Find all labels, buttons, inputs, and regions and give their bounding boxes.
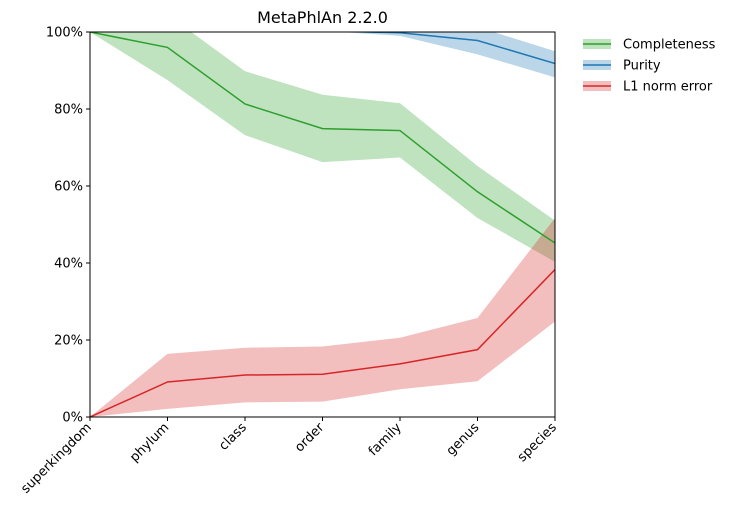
y-tick-label: 60% [54, 180, 83, 195]
line-completeness [90, 32, 555, 244]
x-tick-label: phylum [127, 420, 172, 465]
chart-title: MetaPhlAn 2.2.0 [257, 8, 388, 27]
legend-label: L1 norm error [623, 80, 713, 95]
x-axis: superkingdom phylum class order family genus s… [18, 417, 560, 497]
legend-label: Purity [623, 59, 661, 74]
line-purity [338, 32, 555, 65]
y-tick-label: 0% [62, 411, 83, 426]
x-tick-label: genus [444, 420, 483, 459]
x-tick-label: superkingdom [18, 420, 94, 496]
y-tick-label: 100% [46, 26, 83, 41]
line-l1-norm-error [90, 269, 555, 417]
band-purity [340, 32, 555, 78]
band-l1-norm-error [90, 217, 555, 417]
band-layer [90, 32, 555, 417]
x-tick-label: class [216, 420, 250, 454]
y-tick-label: 20% [54, 334, 83, 349]
legend-label: Completeness [623, 38, 716, 53]
y-tick-label: 80% [54, 103, 83, 118]
line-layer [90, 32, 555, 417]
legend-item-l1-norm-error: L1 norm error [583, 80, 713, 95]
legend-item-completeness: Completeness [583, 38, 716, 53]
y-tick-label: 40% [54, 257, 83, 272]
y-axis: 0% 20% 40% 60% 80% 100% [46, 26, 90, 426]
legend: Completeness Purity L1 norm error [583, 38, 716, 95]
x-tick-label: order [292, 420, 328, 456]
x-tick-label: family [366, 420, 405, 459]
legend-item-purity: Purity [583, 59, 661, 74]
x-tick-label: species [515, 420, 560, 465]
band-completeness [90, 32, 555, 262]
